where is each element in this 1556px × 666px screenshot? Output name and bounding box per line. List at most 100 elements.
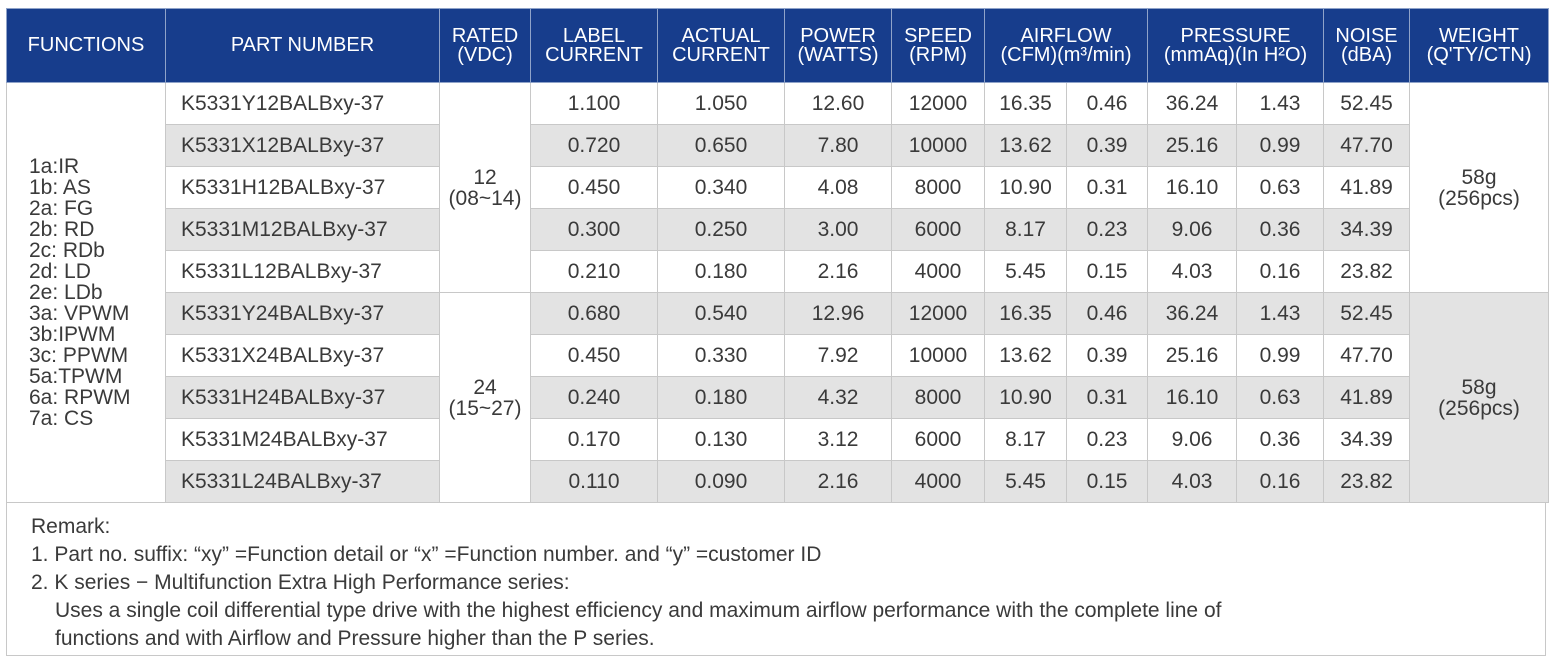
mmaq-cell: 4.03	[1147, 250, 1238, 293]
inh2o-cell: 0.63	[1236, 166, 1325, 209]
cfm-cell: 10.90	[984, 376, 1067, 419]
header-functions: FUNCTIONS	[6, 8, 166, 83]
m3min-cell: 0.46	[1065, 82, 1149, 125]
speed-cell: 8000	[891, 376, 985, 419]
m3min-cell: 0.23	[1065, 208, 1149, 251]
power-cell: 12.60	[784, 82, 892, 125]
label-current-cell: 0.450	[530, 166, 658, 209]
m3min-cell: 0.39	[1065, 124, 1149, 167]
fan-spec-table: FUNCTIONS PART NUMBER RATED (VDC) LABEL CURRE…	[6, 8, 1550, 503]
mmaq-cell: 9.06	[1147, 418, 1238, 461]
header-label-current: LABEL CURRENT	[530, 8, 658, 83]
m3min-cell: 0.15	[1065, 250, 1149, 293]
actual-current-cell: 0.090	[657, 460, 785, 503]
header-pressure-line: (mmAq)(In H²O)	[1163, 43, 1308, 66]
function-item: 3c: PPWM	[29, 344, 129, 367]
inh2o-cell: 0.36	[1236, 208, 1325, 251]
header-pressure: PRESSURE (mmAq)(In H²O)	[1147, 8, 1325, 83]
label-current-cell: 1.100	[530, 82, 658, 125]
spec-sheet: FUNCTIONS PART NUMBER RATED (VDC) LABEL CURRE…	[6, 8, 1550, 656]
inh2o-cell: 0.99	[1236, 124, 1325, 167]
remark-box: Remark: 1. Part no. suffix: “xy” =Functi…	[6, 503, 1546, 656]
header-pressure-line: PRESSURE	[1180, 24, 1291, 47]
mmaq-cell: 16.10	[1147, 376, 1238, 419]
header-rated: RATED (VDC)	[439, 8, 531, 83]
m3min-cell: 0.31	[1065, 166, 1149, 209]
speed-cell: 6000	[891, 208, 985, 251]
header-actual-current-line: CURRENT	[672, 43, 770, 66]
weight-cell: 58g (256pcs)	[1409, 82, 1550, 293]
inh2o-cell: 0.99	[1236, 334, 1325, 377]
inh2o-cell: 0.16	[1236, 250, 1325, 293]
label-current-cell: 0.110	[530, 460, 658, 503]
m3min-cell: 0.46	[1065, 292, 1149, 335]
cfm-cell: 13.62	[984, 334, 1067, 377]
mmaq-cell: 9.06	[1147, 208, 1238, 251]
actual-current-cell: 0.250	[657, 208, 785, 251]
function-item: 2b: RD	[29, 218, 95, 241]
rated-voltage-line: (15~27)	[448, 396, 522, 420]
inh2o-cell: 0.16	[1236, 460, 1325, 503]
cfm-cell: 8.17	[984, 418, 1067, 461]
header-power-line: POWER	[800, 24, 876, 47]
cfm-cell: 13.62	[984, 124, 1067, 167]
noise-cell: 41.89	[1323, 376, 1411, 419]
header-noise: NOISE (dBA)	[1323, 8, 1411, 83]
label-current-cell: 0.170	[530, 418, 658, 461]
table-row: K5331H12BALBxy-37 0.450 0.340 4.08 8000 10.90…	[7, 166, 1549, 209]
header-functions-line: FUNCTIONS	[27, 34, 145, 56]
table-body: 1a:IR 1b: AS 2a: FG 2b: RD 2c: RDb 2d: LD 2e: …	[6, 82, 1550, 503]
inh2o-cell: 1.43	[1236, 82, 1325, 125]
mmaq-cell: 16.10	[1147, 166, 1238, 209]
m3min-cell: 0.31	[1065, 376, 1149, 419]
cfm-cell: 8.17	[984, 208, 1067, 251]
m3min-cell: 0.39	[1065, 334, 1149, 377]
speed-cell: 4000	[891, 460, 985, 503]
actual-current-cell: 0.650	[657, 124, 785, 167]
noise-cell: 52.45	[1323, 292, 1411, 335]
table-row: K5331Y24BALBxy-37 24 (15~27) 0.680 0.540 12.9…	[7, 292, 1550, 503]
speed-cell: 12000	[891, 82, 985, 125]
part-number-cell: K5331H24BALBxy-37	[165, 376, 440, 419]
table-row: K5331M24BALBxy-37 0.170 0.130 3.12 6000 8.17 0…	[7, 418, 1549, 461]
header-speed: SPEED (RPM)	[891, 8, 985, 83]
speed-cell: 12000	[891, 292, 985, 335]
function-item: 2d: LD	[29, 260, 91, 283]
power-cell: 2.16	[784, 460, 892, 503]
power-cell: 3.12	[784, 418, 892, 461]
actual-current-cell: 0.330	[657, 334, 785, 377]
label-current-cell: 0.240	[530, 376, 658, 419]
speed-cell: 10000	[891, 334, 985, 377]
speed-cell: 6000	[891, 418, 985, 461]
m3min-cell: 0.23	[1065, 418, 1149, 461]
cfm-cell: 16.35	[984, 292, 1067, 335]
header-label-current-line: LABEL	[562, 24, 626, 47]
speed-cell: 10000	[891, 124, 985, 167]
mmaq-cell: 25.16	[1147, 334, 1238, 377]
mmaq-cell: 36.24	[1147, 292, 1238, 335]
header-power: POWER (WATTS)	[784, 8, 892, 83]
header-weight-line: (Q'TY/CTN)	[1426, 43, 1532, 66]
header-airflow-line: (CFM)(m³/min)	[1000, 43, 1132, 66]
header-speed-line: SPEED	[904, 24, 972, 47]
function-item: 2e: LDb	[29, 281, 103, 304]
header-airflow: AIRFLOW (CFM)(m³/min)	[983, 8, 1149, 83]
table-row: K5331X12BALBxy-37 0.720 0.650 7.80 10000 13.6…	[7, 124, 1549, 167]
mmaq-cell: 25.16	[1147, 124, 1238, 167]
label-current-cell: 0.680	[530, 292, 658, 335]
noise-cell: 47.70	[1323, 124, 1411, 167]
inh2o-cell: 0.36	[1236, 418, 1325, 461]
header-actual-current: ACTUAL CURRENT	[657, 8, 785, 83]
header-weight-line: WEIGHT	[1439, 24, 1520, 47]
noise-cell: 34.39	[1323, 208, 1411, 251]
noise-cell: 47.70	[1323, 334, 1411, 377]
table-row: K5331L24BALBxy-37 0.110 0.090 2.16 4000 5.45 0…	[7, 460, 1549, 503]
part-number-cell: K5331L12BALBxy-37	[165, 250, 440, 293]
rated-voltage-cell: 12 (08~14)	[439, 82, 531, 293]
weight-line: (256pcs)	[1438, 396, 1520, 420]
power-cell: 4.08	[784, 166, 892, 209]
function-item: 2a: FG	[29, 197, 94, 220]
part-number-cell: K5331Y12BALBxy-37	[165, 82, 440, 125]
header-actual-current-line: ACTUAL	[681, 24, 761, 47]
mmaq-cell: 4.03	[1147, 460, 1238, 503]
